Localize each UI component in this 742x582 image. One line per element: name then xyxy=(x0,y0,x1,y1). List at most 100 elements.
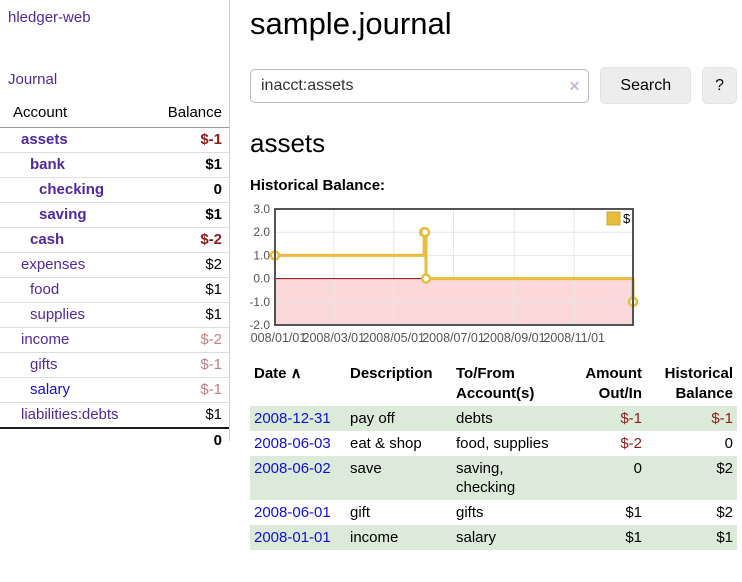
transaction-date-link[interactable]: 2008-12-31 xyxy=(254,410,331,427)
register-row: 2008-01-01 income salary $1 $1 xyxy=(250,525,737,550)
data-point-marker xyxy=(420,273,432,284)
x-axis-label: 2008/05/01 xyxy=(362,331,425,345)
sidebar-account-link[interactable]: saving xyxy=(39,206,87,223)
account-balance: $1 xyxy=(137,277,229,303)
chart-svg: 3.0 2.0 1.0 0.0 -1.0 -2.02008/01/012008/03/01… xyxy=(244,202,639,345)
sidebar-account-link[interactable]: expenses xyxy=(21,256,86,273)
transaction-balance: $2 xyxy=(716,460,733,477)
sidebar-account-link[interactable]: supplies xyxy=(30,306,86,323)
register-column-header[interactable]: Date ∧ xyxy=(254,365,302,382)
sidebar-item-journal[interactable]: Journal xyxy=(8,71,58,88)
sidebar-account-link[interactable]: liabilities:debts xyxy=(21,406,119,423)
sidebar-account-link[interactable]: checking xyxy=(39,181,105,198)
register-row: 2008-06-02 save saving, checking 0 $2 xyxy=(250,456,737,500)
account-balance: $-1 xyxy=(137,377,229,403)
search-input[interactable] xyxy=(250,68,590,103)
balance-column-header: Balance xyxy=(137,102,229,128)
legend-swatch xyxy=(606,211,621,226)
account-balance: $1 xyxy=(137,402,229,429)
transaction-accounts: gifts xyxy=(456,504,484,521)
transaction-accounts: salary xyxy=(456,529,497,546)
account-row: salary $-1 xyxy=(0,377,229,403)
account-balance: $-2 xyxy=(137,227,229,253)
search-bar: ✕ Search ? xyxy=(250,67,737,104)
accounts-header-row: Account Balance xyxy=(0,102,229,128)
data-point-marker xyxy=(419,226,431,238)
clear-search-icon[interactable]: ✕ xyxy=(568,77,581,94)
account-balance: $1 xyxy=(137,302,229,328)
account-balance: $1 xyxy=(137,152,229,178)
transaction-date-link[interactable]: 2008-01-01 xyxy=(254,529,331,546)
sidebar-account-link[interactable]: gifts xyxy=(30,356,58,373)
x-axis-label: 2008/03/01 xyxy=(303,331,366,345)
y-axis-label: 0.0 xyxy=(253,272,270,286)
help-button[interactable]: ? xyxy=(702,67,737,104)
register-column-header: Amount Out/In xyxy=(585,365,642,402)
search-button[interactable]: Search xyxy=(600,67,692,104)
transaction-date-link[interactable]: 2008-06-01 xyxy=(254,504,331,521)
legend-label: $ xyxy=(623,211,631,226)
account-row: income $-2 xyxy=(0,327,229,353)
x-axis-label: 2008/09/01 xyxy=(483,331,546,345)
register-column-header: To/From Account(s) xyxy=(456,365,535,402)
sidebar-account-link[interactable]: cash xyxy=(30,231,65,248)
register-table: Date ∧ Description To/From Account(s) Amount… xyxy=(250,362,737,550)
transaction-accounts: food, supplies xyxy=(456,435,549,452)
sort-ascending-icon: ∧ xyxy=(286,365,302,382)
account-row: bank $1 xyxy=(0,152,229,178)
account-row: checking 0 xyxy=(0,177,229,203)
x-axis-label: 2008/07/01 xyxy=(422,331,485,345)
sidebar-account-link[interactable]: salary xyxy=(30,381,71,398)
transaction-description: eat & shop xyxy=(350,435,422,452)
main-content: sample.journal ✕ Search ? assets Histori… xyxy=(244,0,737,550)
account-column-header: Account xyxy=(0,102,138,128)
historical-balance-chart: 3.0 2.0 1.0 0.0 -1.0 -2.02008/01/012008/03/01… xyxy=(244,202,640,355)
app-title-link[interactable]: hledger-web xyxy=(8,9,91,26)
account-title: assets xyxy=(250,128,326,158)
transaction-amount: 0 xyxy=(633,460,642,477)
transaction-amount: $1 xyxy=(625,504,642,521)
transaction-amount: $-1 xyxy=(620,410,642,427)
plot-border xyxy=(274,208,634,326)
sidebar-account-link[interactable]: food xyxy=(30,281,60,298)
y-axis-label: 1.0 xyxy=(253,248,270,262)
account-row: assets $-1 xyxy=(0,127,229,153)
y-axis-label: 3.0 xyxy=(253,203,270,216)
account-row: liabilities:debts $1 xyxy=(0,402,229,429)
chart-caption: Historical Balance: xyxy=(250,177,386,194)
transaction-balance: $2 xyxy=(716,504,733,521)
sidebar-account-link[interactable]: assets xyxy=(21,131,68,148)
account-balance: $-2 xyxy=(137,327,229,353)
register-column-header: Historical Balance xyxy=(664,365,733,402)
account-balance: 0 xyxy=(137,177,229,203)
register-column-header: Description xyxy=(350,365,433,382)
account-row: supplies $1 xyxy=(0,302,229,328)
y-axis-label: 2.0 xyxy=(253,225,270,239)
transaction-description: gift xyxy=(350,504,371,521)
account-balance: $1 xyxy=(137,202,229,228)
x-axis-label: 2008/01/01 xyxy=(250,331,306,345)
transaction-accounts: debts xyxy=(456,410,493,427)
search-input-wrapper: ✕ xyxy=(250,68,590,103)
account-row: gifts $-1 xyxy=(0,352,229,378)
accounts-table-body: assets $-1 bank $1 checking 0 saving $1 cash $-2 e… xyxy=(0,127,229,453)
sidebar-account-link[interactable]: bank xyxy=(30,156,66,173)
transaction-date-link[interactable]: 2008-06-03 xyxy=(254,435,331,452)
sidebar: hledger-web Journal Account Balance asse… xyxy=(0,0,230,453)
account-balance: $2 xyxy=(137,252,229,278)
y-axis-label: -1.0 xyxy=(250,295,270,309)
total-spacer xyxy=(0,427,138,453)
account-balance: $-1 xyxy=(137,352,229,378)
account-balance: $-1 xyxy=(137,127,229,153)
accounts-total-row: 0 xyxy=(0,427,229,453)
transaction-description: save xyxy=(350,460,382,477)
x-axis-label: 2008/11/01 xyxy=(543,331,605,345)
page-title: sample.journal xyxy=(250,6,452,41)
account-row: saving $1 xyxy=(0,202,229,228)
transaction-balance: $-1 xyxy=(711,410,733,427)
register-row: 2008-12-31 pay off debts $-1 $-1 xyxy=(250,406,737,431)
sidebar-account-link[interactable]: income xyxy=(21,331,70,348)
register-header-row: Date ∧ Description To/From Account(s) Amount… xyxy=(250,362,737,406)
transaction-date-link[interactable]: 2008-06-02 xyxy=(254,460,331,477)
transaction-amount: $1 xyxy=(625,529,642,546)
